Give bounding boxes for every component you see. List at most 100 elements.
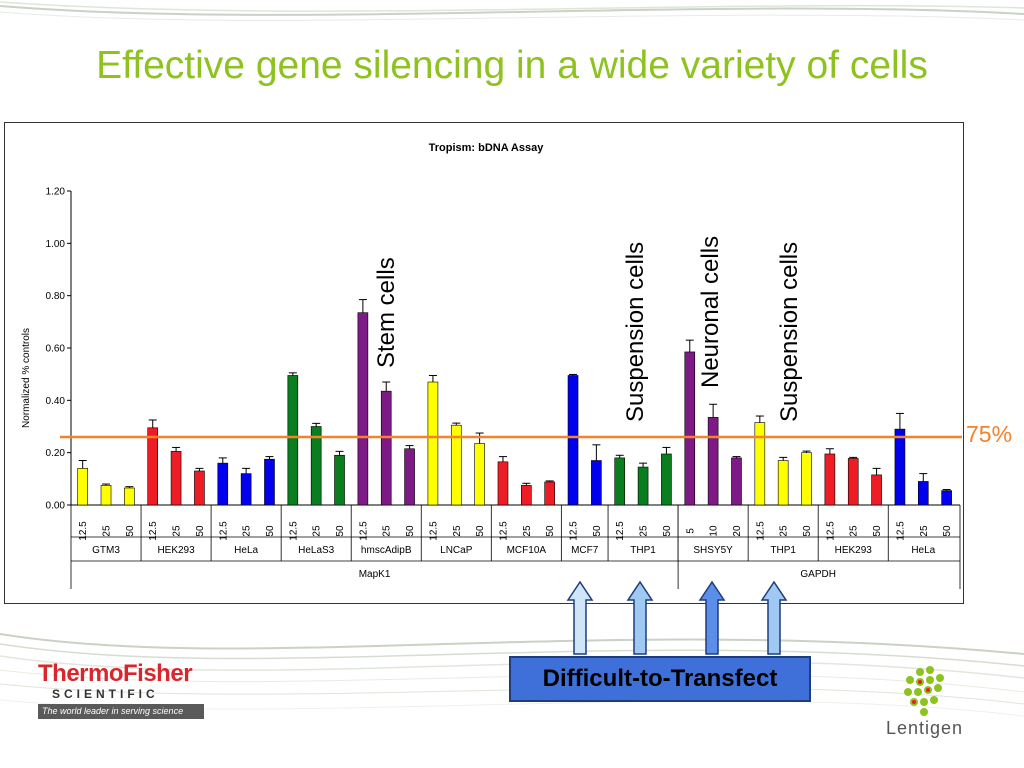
bar <box>474 443 485 506</box>
bar <box>544 481 555 506</box>
bar <box>217 462 229 506</box>
x-tick-label: 25 <box>522 525 533 537</box>
bar <box>100 485 112 506</box>
bar <box>894 428 906 506</box>
cell-line-label: THP1 <box>770 545 796 556</box>
x-tick-label: 12.5 <box>288 521 299 541</box>
y-tick-label: 0.20 <box>46 448 66 459</box>
bar <box>591 460 602 506</box>
x-tick-label: 5 <box>685 528 696 534</box>
x-tick-label: 12.5 <box>569 521 580 541</box>
thermo-fisher-name: ThermoFisher <box>38 660 193 687</box>
x-tick-label: 50 <box>195 525 206 537</box>
suspension-cells-callout-1: Suspension cells <box>622 241 649 422</box>
bar <box>497 461 509 506</box>
bar <box>731 457 742 506</box>
bar <box>521 485 532 506</box>
bar <box>357 312 369 506</box>
y-tick-label: 0.00 <box>46 501 66 512</box>
bar <box>77 468 88 506</box>
x-tick-label: 50 <box>125 525 136 537</box>
cell-line-label: hmscAdipB <box>361 545 412 556</box>
x-tick-label: 25 <box>172 525 183 537</box>
x-tick-label: 25 <box>779 525 790 537</box>
bar <box>194 470 205 506</box>
bar <box>614 457 626 506</box>
x-tick-label: 50 <box>872 525 883 537</box>
x-tick-label: 12.5 <box>358 521 369 541</box>
bar <box>917 481 929 506</box>
cell-line-label: MCF10A <box>507 545 547 556</box>
cell-line-label: HeLa <box>911 545 935 556</box>
bar <box>170 451 182 506</box>
slide-title: Effective gene silencing in a wide varie… <box>96 44 928 87</box>
cell-line-label: HeLaS3 <box>298 545 335 556</box>
bar <box>287 375 299 506</box>
x-tick-label: 12.5 <box>825 521 836 541</box>
x-tick-label: 50 <box>335 525 346 537</box>
y-axis-label: Normalized % controls <box>21 328 32 428</box>
difficult-to-transfect-label: Difficult-to-Transfect <box>509 656 811 702</box>
bar <box>754 422 766 506</box>
x-tick-label: 25 <box>382 525 393 537</box>
chart-frame: Tropism: bDNA Assay Normalized % control… <box>4 122 964 604</box>
gene-group-label: MapK1 <box>359 569 391 580</box>
x-tick-label: 50 <box>475 525 486 537</box>
x-tick-label: 50 <box>592 525 603 537</box>
x-tick-label: 25 <box>452 525 463 537</box>
bar <box>824 453 836 506</box>
threshold-label: 75% <box>966 421 1013 447</box>
bar <box>567 375 579 506</box>
x-tick-label: 12.5 <box>218 521 229 541</box>
x-tick-label: 12.5 <box>755 521 766 541</box>
x-tick-label: 25 <box>919 525 930 537</box>
x-tick-label: 12.5 <box>78 521 89 541</box>
bar <box>871 474 882 506</box>
bar <box>427 381 439 506</box>
arrow-up-icon <box>698 580 726 655</box>
chart-title: Tropism: bDNA Assay <box>429 142 545 154</box>
thermo-fisher-tagline: The world leader in serving science <box>38 704 204 719</box>
y-tick-label: 1.00 <box>46 239 66 250</box>
lentigen-wordmark: Lentigen <box>886 718 964 738</box>
cell-line-label: LNCaP <box>440 545 473 556</box>
cell-line-label: THP1 <box>630 545 656 556</box>
bar <box>334 454 345 506</box>
x-tick-label: 50 <box>802 525 813 537</box>
bar <box>264 458 275 506</box>
y-tick-label: 0.40 <box>46 396 66 407</box>
x-tick-label: 12.5 <box>428 521 439 541</box>
bar <box>801 452 812 506</box>
x-tick-label: 12.5 <box>895 521 906 541</box>
cell-line-label: HEK293 <box>835 545 873 556</box>
bar <box>380 390 392 506</box>
cell-line-label: GTM3 <box>92 545 120 556</box>
x-tick-label: 25 <box>849 525 860 537</box>
bar <box>240 473 252 506</box>
arrow-up-icon <box>566 580 594 655</box>
bar <box>404 448 415 506</box>
bar <box>450 424 462 506</box>
thermo-fisher-scientific: SCIENTIFIC <box>52 687 159 701</box>
cell-line-label: SHSY5Y <box>693 545 733 556</box>
neuronal-cells-callout: Neuronal cells <box>697 235 724 388</box>
lentigen-molecule-icon <box>904 666 944 716</box>
bar <box>941 490 952 506</box>
y-tick-label: 1.20 <box>46 187 66 198</box>
x-tick-label: 25 <box>312 525 323 537</box>
arrow-up-icon <box>760 580 788 655</box>
bar <box>707 417 719 506</box>
bar <box>661 453 672 506</box>
thermo-fisher-logo: ThermoFisher SCIENTIFIC The world leader… <box>38 660 204 720</box>
x-tick-label: 50 <box>545 525 556 537</box>
gene-group-label: GAPDH <box>800 569 836 580</box>
x-tick-label: 12.5 <box>615 521 626 541</box>
x-tick-label: 12.5 <box>148 521 159 541</box>
x-tick-label: 50 <box>942 525 953 537</box>
x-tick-label: 12.5 <box>498 521 509 541</box>
lentigen-logo: Lentigen <box>880 662 990 746</box>
arrow-up-icon <box>626 580 654 655</box>
bar <box>124 487 135 506</box>
bar <box>847 458 859 506</box>
x-tick-label: 25 <box>102 525 113 537</box>
